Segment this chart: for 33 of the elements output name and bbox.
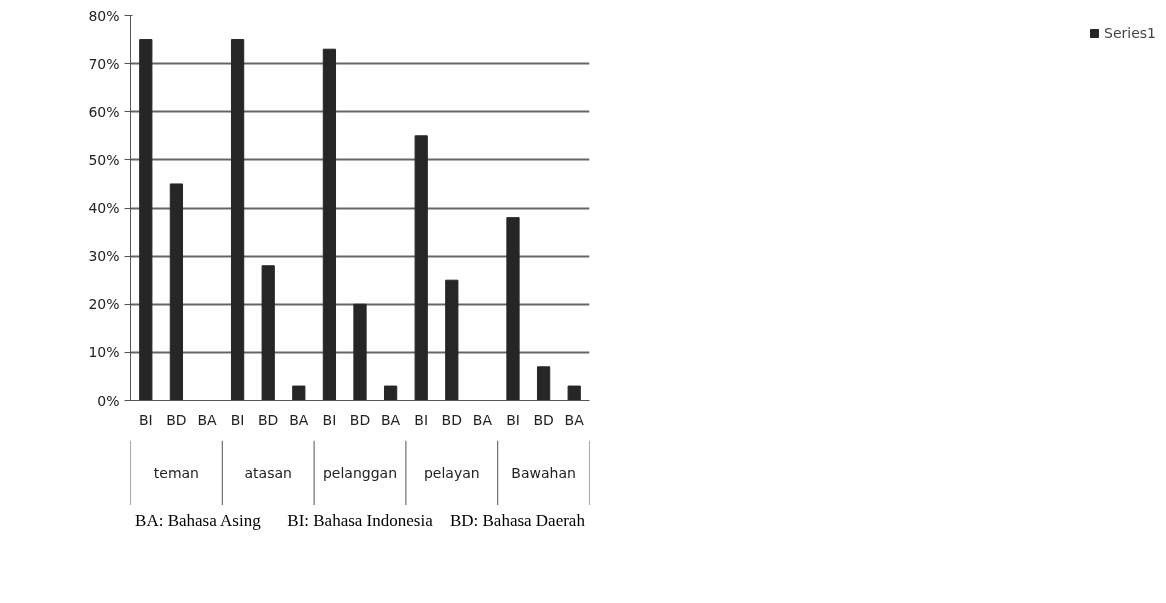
text: pelanggan [322,465,398,481]
text: Bawahan [511,465,576,481]
x-tick-label: BA [289,411,309,428]
y-tick-label: 50% [88,151,120,168]
text: BA: Bahasa Asing [135,511,262,530]
x-tick-label: BI [322,411,337,428]
y-tick-label: 0% [97,392,120,409]
text: BD: Bahasa Daerah [449,511,586,530]
legend-label: Series1 [1104,25,1156,41]
x-tick-label: BD [349,411,371,428]
x-tick-label: BD [533,411,554,428]
x-tick-label: BA [564,411,585,428]
y-tick-label: 20% [88,296,120,313]
x-tick-label: BD [166,411,187,428]
y-tick-label: 10% [88,344,120,361]
x-tick-label: BD [441,411,462,428]
y-tick-label: 70% [88,55,120,72]
x-tick-label: BI [230,411,245,428]
y-tick-label: 40% [88,200,120,216]
text: atasan [244,465,292,481]
x-tick-label: BI [138,411,153,428]
y-tick-label: 80% [88,7,120,24]
text: teman [153,465,200,481]
x-tick-label: BI [506,411,520,428]
text: BI: Bahasa Indonesia [287,511,434,530]
x-tick-label: BD [258,411,279,428]
y-tick-label: 30% [88,248,120,265]
x-tick-label: BA [381,411,401,428]
text: pelayan [423,465,480,481]
x-tick-label: BA [472,411,493,428]
x-tick-label: BI [414,411,429,428]
x-tick-label: BA [197,411,218,428]
y-tick-label: 60% [88,103,120,120]
